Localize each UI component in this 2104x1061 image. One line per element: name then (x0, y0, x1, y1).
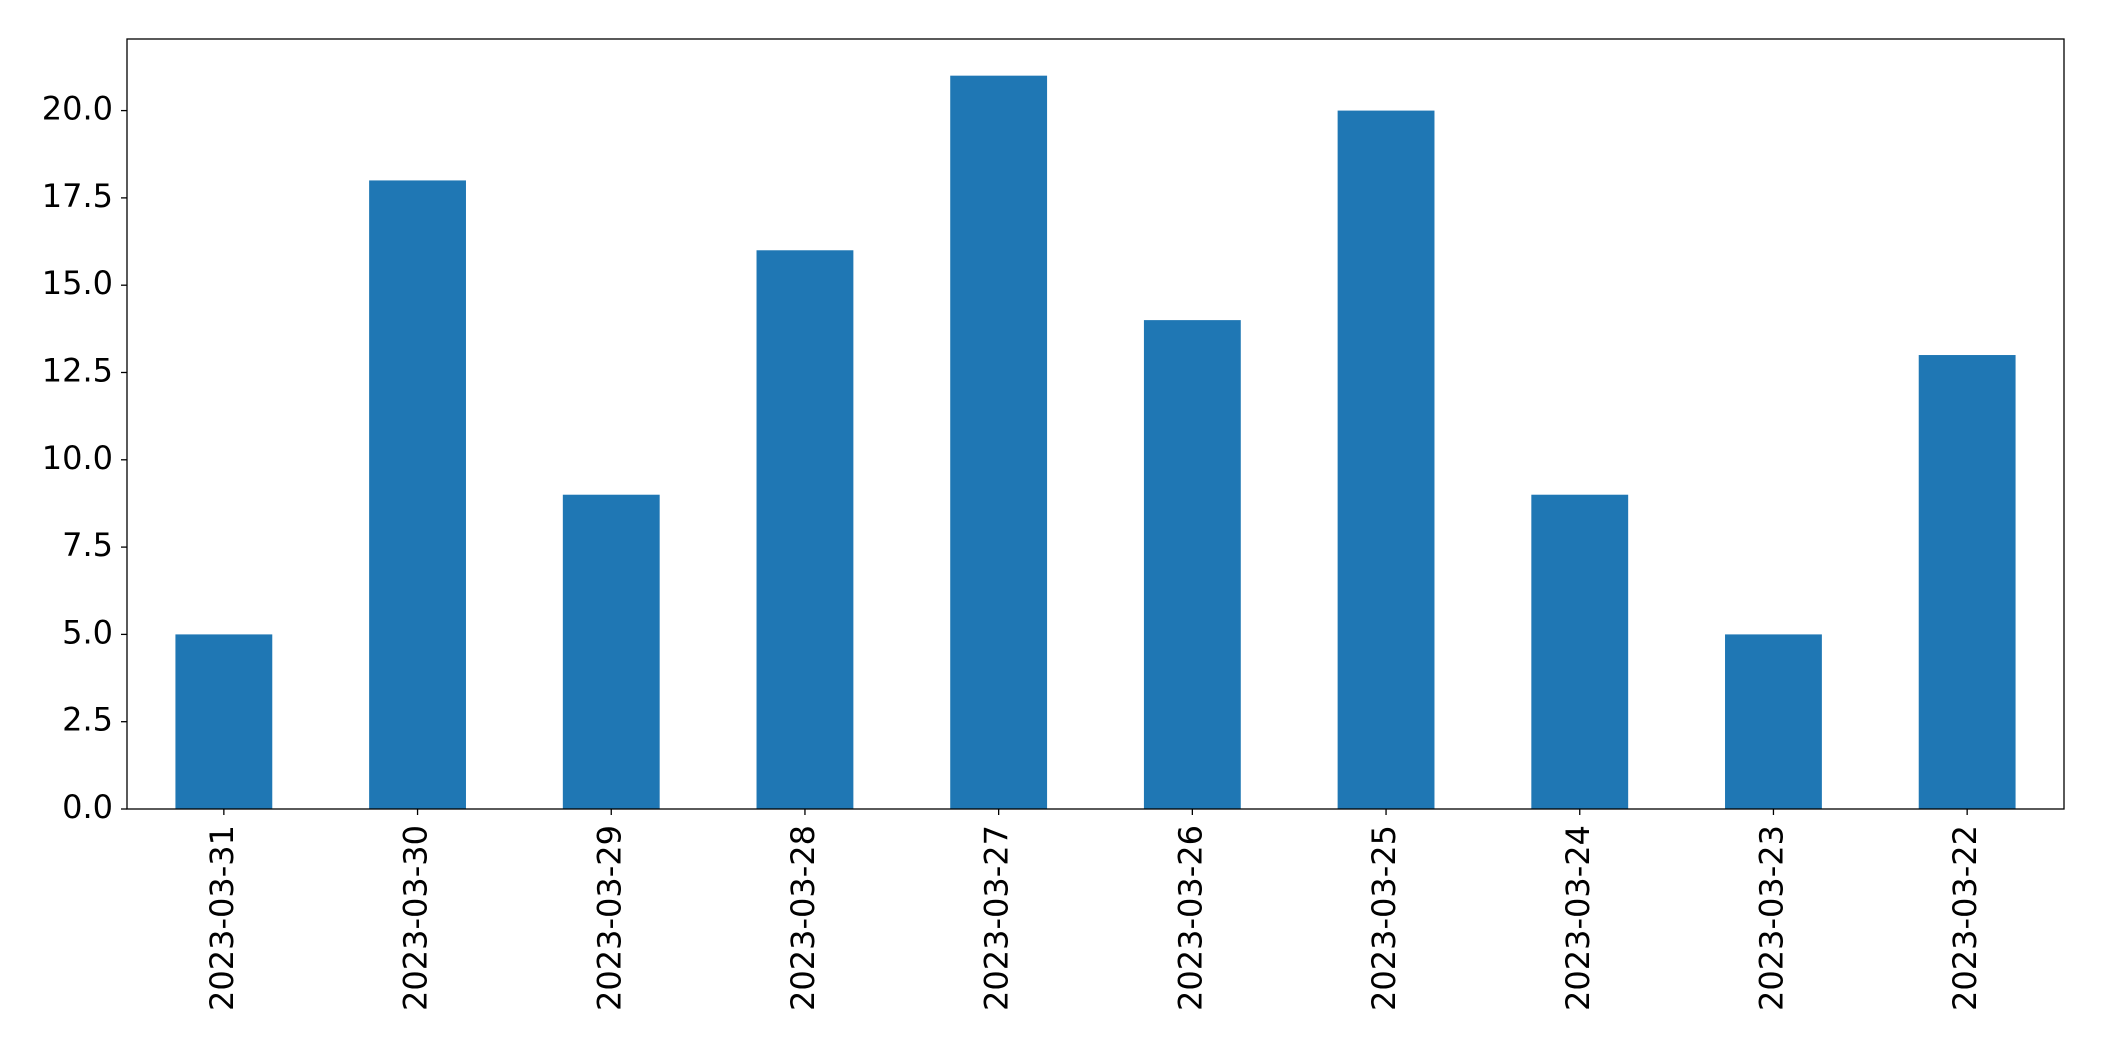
x-tick-label: 2023-03-26 (1171, 825, 1209, 1011)
bar (369, 180, 466, 809)
x-tick-label: 2023-03-27 (978, 825, 1016, 1011)
y-tick-label: 5.0 (62, 613, 113, 651)
y-tick-label: 7.5 (62, 526, 113, 564)
bar (1531, 494, 1629, 809)
x-tick-label: 2023-03-22 (1946, 825, 1984, 1011)
x-tick-label: 2023-03-29 (590, 825, 628, 1011)
y-tick-label: 0.0 (62, 788, 113, 826)
y-tick-label: 12.5 (42, 351, 113, 389)
y-tick-label: 2.5 (62, 701, 113, 739)
axes-frame (126, 38, 2065, 810)
bar (950, 75, 1048, 809)
y-tick-label: 20.0 (42, 90, 113, 128)
x-tick-label: 2023-03-31 (203, 825, 241, 1011)
x-tick-label: 2023-03-28 (784, 825, 822, 1011)
y-tick-label: 15.0 (42, 264, 113, 302)
bar (756, 250, 854, 809)
x-tick-label: 2023-03-23 (1752, 825, 1790, 1011)
bar (1725, 634, 1822, 809)
y-tick-label: 10.0 (42, 439, 113, 477)
x-tick-label: 2023-03-25 (1365, 825, 1403, 1011)
bar (562, 494, 660, 809)
bar (1337, 110, 1435, 810)
x-tick-label: 2023-03-30 (397, 825, 435, 1011)
bar (1918, 355, 2016, 809)
bar (1143, 320, 1241, 809)
bar (175, 634, 273, 809)
x-tick-label: 2023-03-24 (1559, 825, 1597, 1011)
y-tick-label: 17.5 (42, 177, 113, 215)
